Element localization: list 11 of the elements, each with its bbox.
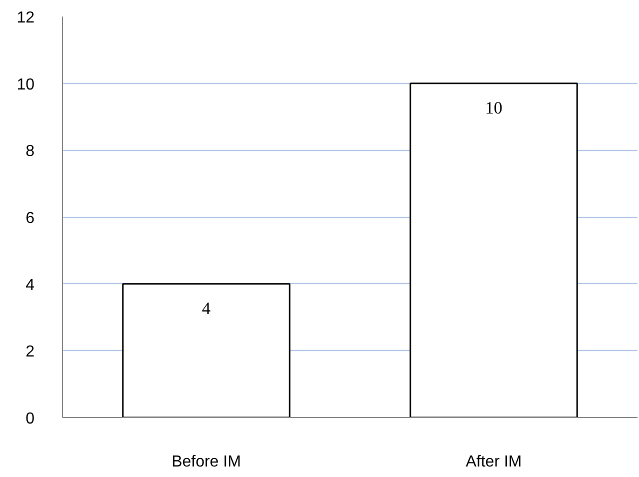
y-tick-label: 10 — [16, 76, 35, 94]
data-label: 10 — [485, 98, 502, 118]
y-tick-label: 2 — [26, 344, 35, 361]
x-tick-label: Before IM — [172, 454, 241, 470]
y-tick-label: 4 — [26, 276, 35, 294]
data-label: 4 — [202, 298, 211, 318]
y-tick-label: 6 — [26, 210, 35, 227]
y-tick-label: 12 — [16, 10, 35, 26]
x-tick-label: After IM — [466, 454, 522, 470]
y-tick-label: 0 — [26, 410, 35, 428]
y-tick-label: 8 — [26, 143, 35, 160]
